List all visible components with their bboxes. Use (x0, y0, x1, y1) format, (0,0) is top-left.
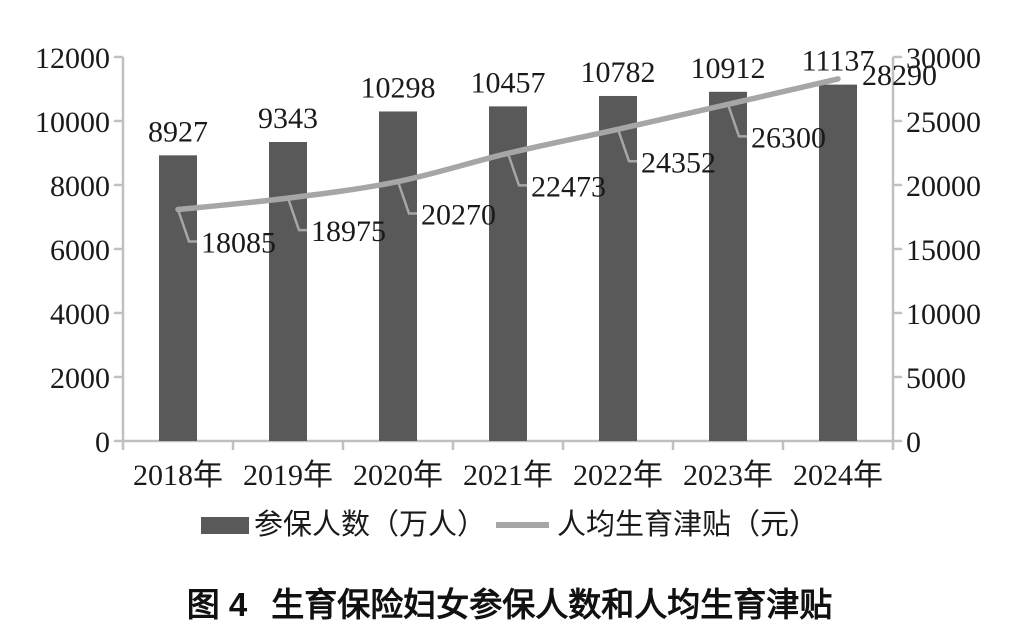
x-axis-category-label: 2022年 (573, 459, 663, 492)
bar-2023年 (709, 91, 747, 441)
right-axis-tick-label: 5000 (906, 362, 966, 395)
bar-value-label: 8927 (148, 115, 208, 148)
bar-value-label: 9343 (258, 102, 318, 135)
bar-value-label: 10298 (361, 71, 436, 104)
bar-value-label: 10912 (691, 52, 766, 85)
x-axis-category-label: 2021年 (463, 459, 553, 492)
x-axis-category-label: 2023年 (683, 459, 773, 492)
left-axis-tick-label: 8000 (50, 170, 110, 203)
callout-leader-line (726, 103, 747, 138)
bar-series-swatch (200, 516, 249, 534)
bar-2021年 (489, 106, 527, 441)
left-axis-tick-label: 6000 (50, 234, 110, 267)
line-value-label: 20270 (421, 199, 496, 232)
line-series-legend-label: 人均生育津贴（元） (557, 509, 819, 541)
right-axis-tick-label: 10000 (906, 298, 981, 331)
bar-value-label: 10782 (581, 56, 656, 89)
line-value-label: 24352 (641, 146, 716, 179)
bar-2019年 (269, 142, 307, 442)
line-series-swatch (496, 522, 549, 529)
left-axis-tick-label: 0 (95, 426, 110, 459)
bar-2020年 (379, 111, 417, 442)
line-value-label: 22473 (531, 170, 606, 203)
chart-legend: 参保人数（万人） 人均生育津贴（元） (0, 508, 1019, 543)
bar-series-legend-label: 参保人数（万人） (253, 509, 486, 541)
bar-2024年 (819, 84, 857, 441)
left-axis-tick-label: 2000 (50, 362, 110, 395)
line-value-label: 18975 (311, 215, 386, 248)
callout-leader-line (506, 152, 527, 187)
bar-2018年 (159, 155, 197, 441)
left-axis-tick-label: 4000 (50, 298, 110, 331)
right-axis-tick-label: 0 (906, 426, 921, 459)
bar-2022年 (599, 95, 637, 441)
left-axis-tick-label: 12000 (35, 42, 110, 75)
right-axis-tick-label: 20000 (906, 170, 981, 203)
x-axis-category-label: 2024年 (793, 459, 883, 492)
combo-bar-line-chart: 0 2000 4000 6000 8000 10000 12000 0 5000 10000 150… (35, 42, 981, 492)
bar-value-label: 11137 (802, 45, 875, 78)
right-axis-tick-label: 15000 (906, 234, 981, 267)
x-axis-category-label: 2018年 (133, 459, 223, 492)
line-value-label: 26300 (751, 121, 826, 154)
right-axis-tick-label: 30000 (906, 42, 981, 75)
right-axis-tick-label: 25000 (906, 106, 981, 139)
bar-value-label: 10457 (471, 66, 546, 99)
line-value-label: 18085 (201, 227, 276, 260)
figure-title: 生育保险妇女参保人数和人均生育津贴 (271, 586, 833, 623)
figure-number: 图 4 (186, 586, 248, 623)
callout-leader-line (286, 197, 307, 232)
callout-leader-line (616, 128, 637, 163)
figure-caption: 图 4 生育保险妇女参保人数和人均生育津贴 (0, 578, 1019, 626)
callout-leader-line (176, 209, 197, 243)
left-axis-tick-label: 10000 (35, 106, 110, 139)
x-axis-category-label: 2020年 (353, 459, 443, 492)
callout-leader-line (396, 181, 417, 215)
line-value-label: 28290 (862, 59, 937, 92)
x-axis-category-label: 2019年 (243, 459, 333, 492)
